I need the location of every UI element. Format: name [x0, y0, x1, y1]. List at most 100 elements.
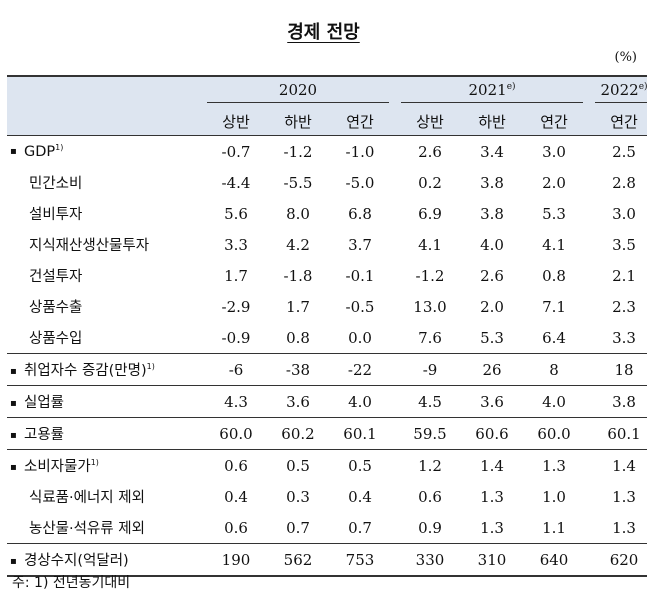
table-cell: 0.7: [286, 518, 310, 537]
row-label: 농산물·석유류 제외: [7, 512, 205, 544]
table-cell: 6.8: [348, 204, 372, 223]
column-gap: [391, 543, 399, 577]
table-cell: 0.4: [224, 487, 248, 506]
table-cell: 1.4: [461, 449, 523, 481]
table-cell: 6.4: [542, 328, 566, 347]
table-cell: 2.6: [480, 266, 504, 285]
table-cell: 2.3: [612, 297, 636, 316]
column-gap: [391, 353, 399, 386]
table-cell: -0.9: [221, 328, 251, 347]
table-cell: 1.3: [523, 449, 586, 481]
table-row: 민간소비 -4.4 -5.5 -5.0 0.2 3.8 2.0 2.8: [7, 167, 647, 198]
table-cell: -5.5: [283, 173, 313, 192]
row-label-text: 식료품·에너지 제외: [29, 490, 145, 506]
column-gap: [391, 291, 399, 322]
table-cell: 59.5: [399, 417, 461, 450]
economic-outlook-table: 2020 2021e) 2022e) 상반 하반 연간 상반 하반 연간 연간 …: [7, 75, 647, 577]
table-cell: 0.0: [348, 328, 372, 347]
row-label: 지식재산생산물투자: [7, 229, 205, 260]
table-row: ▪ 취업자수 증감(만명)1) -6 -38 -22 -9 26 8 18: [7, 353, 647, 386]
row-label-text: 경상수지(억달러): [24, 553, 129, 569]
table-row: ▪ 소비자물가1) 0.6 0.5 0.5 1.2 1.4 1.3 1.4: [7, 449, 647, 481]
table-cell: 4.1: [418, 235, 442, 254]
year-header-row: 2020 2021e) 2022e): [7, 75, 647, 107]
row-label: 상품수입: [7, 322, 205, 354]
table-cell: 753: [329, 543, 391, 577]
table-cell: -22: [329, 353, 391, 386]
table-cell: 2.0: [542, 173, 566, 192]
column-gap: [391, 229, 399, 260]
column-gap: [391, 385, 399, 418]
table-cell: 4.3: [205, 385, 267, 418]
table-cell: 1.3: [480, 487, 504, 506]
period-header: 연간: [329, 107, 391, 136]
table-cell: 60.2: [267, 417, 329, 450]
table-row: 식료품·에너지 제외 0.4 0.3 0.4 0.6 1.3 1.0 1.3: [7, 481, 647, 512]
table-cell: 13.0: [413, 297, 447, 316]
table-row: ▪ GDP1) -0.7 -1.2 -1.0 2.6 3.4 3.0 2.5: [7, 136, 647, 168]
table-cell: 3.7: [348, 235, 372, 254]
table-cell: 562: [267, 543, 329, 577]
table-cell: 3.0: [542, 142, 566, 161]
column-gap: [585, 512, 593, 544]
column-gap: [585, 229, 593, 260]
table-cell: 5.6: [224, 204, 248, 223]
table-row: 설비투자 5.6 8.0 6.8 6.9 3.8 5.3 3.0: [7, 198, 647, 229]
table-cell: 1.7: [286, 297, 310, 316]
table-cell: 3.3: [612, 328, 636, 347]
table-cell: 60.0: [523, 417, 586, 450]
column-gap: [585, 481, 593, 512]
table-cell: 60.1: [329, 417, 391, 450]
footnote: 주: 1) 전년동기대비: [12, 575, 131, 591]
table-cell: 3.8: [480, 173, 504, 192]
period-header: 연간: [523, 107, 586, 136]
row-label: ▪ GDP1): [7, 136, 205, 168]
column-gap: [585, 322, 593, 354]
table-cell: 4.0: [329, 385, 391, 418]
table-cell: 60.1: [593, 417, 647, 450]
row-label-text: 상품수입: [29, 331, 83, 347]
column-gap: [585, 136, 593, 168]
table-cell: -1.2: [415, 266, 445, 285]
column-gap: [585, 260, 593, 291]
table-cell: 310: [461, 543, 523, 577]
table-cell: 0.3: [286, 487, 310, 506]
table-cell: 1.3: [612, 518, 636, 537]
column-gap: [585, 291, 593, 322]
table-cell: 3.6: [267, 385, 329, 418]
table-cell: -1.0: [345, 142, 375, 161]
table-cell: 2.5: [612, 142, 636, 161]
column-gap: [585, 198, 593, 229]
table-cell: 60.6: [461, 417, 523, 450]
table-cell: 3.8: [480, 204, 504, 223]
row-label-text: 건설투자: [29, 269, 83, 285]
table-cell: -5.0: [345, 173, 375, 192]
table-cell: 3.0: [612, 204, 636, 223]
table-cell: 3.8: [593, 385, 647, 418]
table-row: 지식재산생산물투자 3.3 4.2 3.7 4.1 4.0 4.1 3.5: [7, 229, 647, 260]
row-label-text: 지식재산생산물투자: [29, 238, 150, 254]
column-gap: [585, 353, 594, 386]
table-cell: 4.2: [286, 235, 310, 254]
table-cell: 18: [593, 353, 647, 386]
row-label: ▪ 소비자물가1): [7, 449, 205, 481]
row-label-text: 민간소비: [29, 176, 83, 192]
table-cell: 1.3: [612, 487, 636, 506]
table-cell: 26: [461, 353, 523, 386]
row-label-text: GDP: [24, 143, 56, 160]
table-cell: 1.7: [224, 266, 248, 285]
table-cell: 7.6: [418, 328, 442, 347]
table-cell: 4.1: [542, 235, 566, 254]
table-cell: -6: [205, 353, 267, 386]
row-label-text: 설비투자: [29, 207, 83, 223]
table-cell: 2.6: [418, 142, 442, 161]
table-cell: 190: [205, 543, 267, 577]
column-gap: [585, 449, 594, 481]
table-cell: 0.8: [286, 328, 310, 347]
table-cell: 0.2: [418, 173, 442, 192]
column-gap: [391, 198, 399, 229]
column-gap: [391, 481, 399, 512]
table-row: 건설투자 1.7 -1.8 -0.1 -1.2 2.6 0.8 2.1: [7, 260, 647, 291]
table-cell: -38: [267, 353, 329, 386]
table-cell: 0.9: [418, 518, 442, 537]
